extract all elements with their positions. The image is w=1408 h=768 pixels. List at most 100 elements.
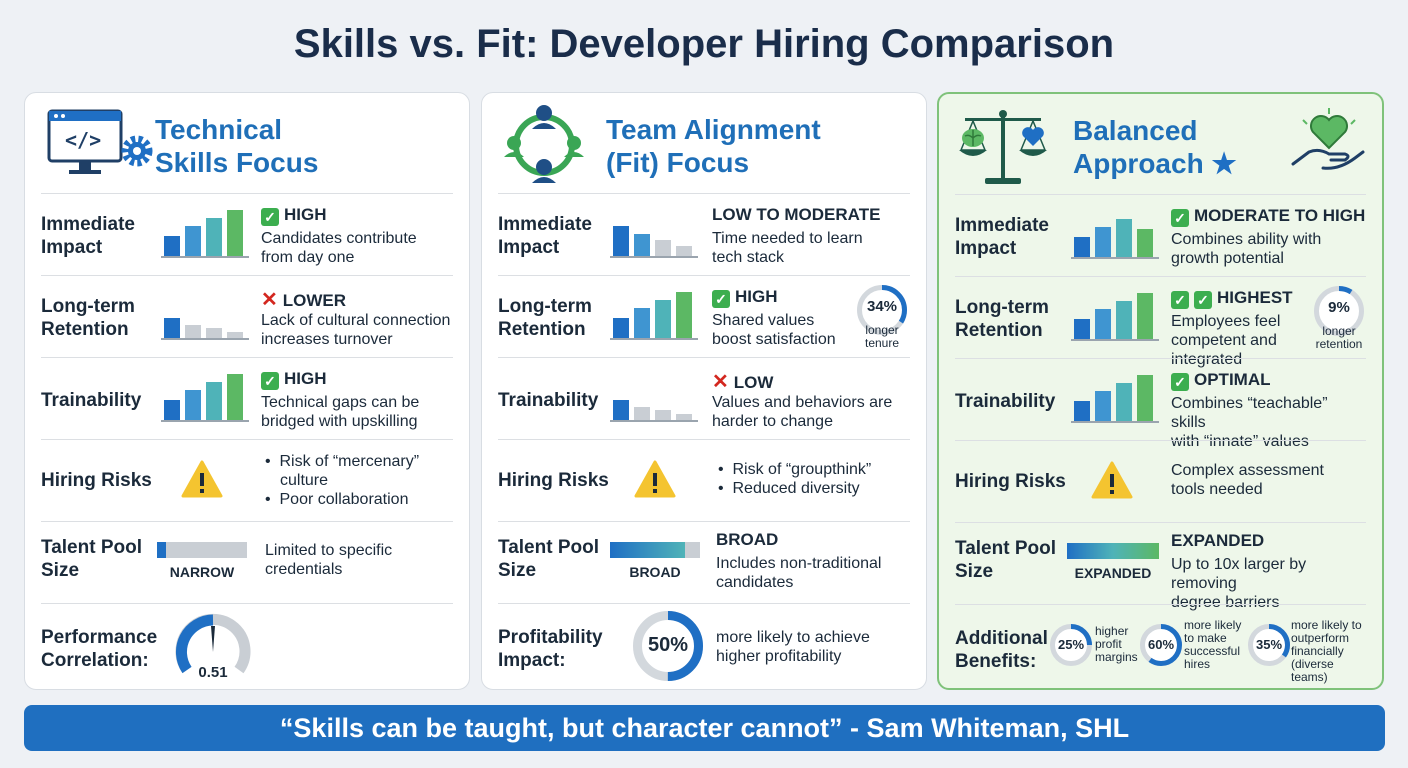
row-label: Trainability xyxy=(955,391,1056,412)
check-icon: ✓ xyxy=(1171,209,1189,227)
status-low-to-moderate: LOW TO MODERATE xyxy=(712,205,881,224)
row-long-term-retention: Long-term Retention ✕ LOWER Lack of cultur… xyxy=(41,275,453,357)
check-icon: ✓ xyxy=(712,290,730,308)
bar-chart-moderate-high xyxy=(1071,209,1159,259)
star-icon: ★ xyxy=(1211,148,1237,179)
scale-brain-heart-icon xyxy=(959,110,1047,184)
row-description: Technical gaps can be bridged with upskil… xyxy=(261,394,420,430)
ring-fill xyxy=(857,285,907,335)
row-profitability-impact: Profitability Impact: 50% more likely to … xyxy=(498,603,910,689)
row-label: Hiring Risks xyxy=(498,470,609,491)
row-label: Long-term Retention xyxy=(41,296,135,340)
status-high: ✓ HIGH xyxy=(712,287,778,308)
row-label: Immediate Impact xyxy=(498,214,592,258)
cross-icon: ✕ xyxy=(712,371,729,393)
benefit-ring-profit xyxy=(1050,624,1092,666)
row-description: Combines “teachable” skills with “innate”… xyxy=(1171,395,1328,450)
status-expanded: EXPANDED xyxy=(1171,531,1265,550)
row-talent-pool-size: Talent Pool Size BROAD BROAD Includes non… xyxy=(498,521,910,603)
row-description: Combines ability with growth potential xyxy=(1171,231,1322,267)
row-long-term-retention: Long-term Retention ✓ HIGH Shared values bo… xyxy=(498,275,910,357)
row-description: Up to 10x larger by removing degree barri… xyxy=(1171,556,1307,611)
bar-chart-highest xyxy=(1071,291,1159,341)
status-high: ✓ HIGH xyxy=(261,369,327,390)
ring-fill xyxy=(1140,624,1182,666)
row-label: Trainability xyxy=(498,390,599,411)
row-label: Additional Benefits: xyxy=(955,628,1048,672)
page-title: Skills vs. Fit: Developer Hiring Compari… xyxy=(293,22,1115,66)
check-icon: ✓ xyxy=(261,208,279,226)
row-description: Includes non-traditional candidates xyxy=(716,555,882,591)
row-description: Lack of cultural connection increases tur… xyxy=(261,312,451,348)
row-hiring-risks: Hiring Risks • Risk of “groupthink” • Re… xyxy=(498,439,910,521)
row-label: Talent Pool Size xyxy=(41,537,142,581)
benefit-value: 60% xyxy=(1147,637,1175,652)
row-description: Candidates contribute from day one xyxy=(261,230,417,266)
status-low: ✕ LOW xyxy=(712,371,774,393)
check-icon: ✓ xyxy=(1171,291,1189,309)
row-label: Trainability xyxy=(41,390,142,411)
monitor-code-gear-icon: </> xyxy=(47,109,153,174)
row-description: Limited to specific credentials xyxy=(265,542,393,578)
row-trainability: Trainability ✕ LOW Values and behaviors a… xyxy=(498,357,910,439)
benefit-value: 35% xyxy=(1255,637,1283,652)
status-broad: BROAD xyxy=(716,530,779,549)
talent-pool-bar xyxy=(610,542,700,558)
row-hiring-risks: Hiring Risks Complex assessment tools nee… xyxy=(955,440,1366,522)
retention-value: 9% xyxy=(1328,299,1350,316)
ring-fill xyxy=(633,611,703,681)
row-additional-benefits: Additional Benefits: 25% higher profit marg… xyxy=(955,604,1366,690)
row-label: Immediate Impact xyxy=(955,215,1049,259)
row-label: Profitability Impact: xyxy=(498,627,603,671)
row-label: Long-term Retention xyxy=(498,296,592,340)
check-icon: ✓ xyxy=(261,372,279,390)
row-description: Shared values boost satisfaction xyxy=(712,312,836,348)
cross-icon: ✕ xyxy=(261,289,278,311)
row-trainability: Trainability ✓ OPTIMAL Combines “teachabl… xyxy=(955,358,1366,450)
row-description: more likely to achieve higher profitabili… xyxy=(716,629,870,665)
profitability-value: 50% xyxy=(647,634,689,656)
ring-fill xyxy=(1248,624,1290,666)
talent-pool-bar-label: EXPANDED xyxy=(1074,565,1152,581)
row-long-term-retention: Long-term Retention ✓ ✓ HIGHEST Employees f… xyxy=(955,276,1366,368)
benefit-value: 25% xyxy=(1057,637,1085,652)
status-moderate-to-high: ✓ MODERATE TO HIGH xyxy=(1171,206,1365,227)
row-label: Talent Pool Size xyxy=(498,537,599,581)
status-highest: ✓ ✓ HIGHEST xyxy=(1171,288,1293,309)
panel-technical-skills: </> Technical Skills Focus Immediate Impac… xyxy=(24,92,470,690)
row-immediate-impact: Immediate Impact ✓ HIGH Candidates contrib… xyxy=(41,193,453,275)
profitability-ring xyxy=(633,611,703,681)
talent-pool-bar xyxy=(1067,543,1159,559)
panel-balanced-approach: Balanced Approach ★ Immediate Impact ✓ MODE… xyxy=(937,92,1384,690)
team-network-icon xyxy=(504,105,584,183)
bar-chart-high xyxy=(161,208,249,258)
status-optimal: ✓ OPTIMAL xyxy=(1171,370,1271,391)
row-description: Values and behaviors are harder to change xyxy=(712,394,893,430)
talent-pool-bar xyxy=(157,542,247,558)
panel-title: Team Alignment (Fit) Focus xyxy=(606,114,821,178)
status-high: ✓ HIGH xyxy=(261,205,327,226)
row-immediate-impact: Immediate Impact ✓ MODERATE TO HIGH Combin… xyxy=(955,194,1366,276)
warning-icon xyxy=(634,460,676,498)
row-label: Performance Correlation: xyxy=(41,627,158,671)
bar-chart-low xyxy=(610,372,698,422)
check-icon: ✓ xyxy=(1194,291,1212,309)
check-icon: ✓ xyxy=(1171,373,1189,391)
panel-team-alignment: Team Alignment (Fit) Focus Immediate Impac… xyxy=(481,92,927,690)
row-description: Complex assessment tools needed xyxy=(1171,462,1324,498)
row-label: Long-term Retention xyxy=(955,297,1049,341)
row-description: Employees feel competent and integrated xyxy=(1171,313,1281,368)
correlation-gauge xyxy=(175,613,251,674)
retention-caption: longer retention xyxy=(1315,324,1363,351)
bar-chart-high xyxy=(610,290,698,340)
row-description: Time needed to learn tech stack xyxy=(712,230,863,266)
row-performance-correlation: Performance Correlation: 0.51 xyxy=(41,603,453,689)
row-talent-pool-size: Talent Pool Size NARROW Limited to specif… xyxy=(41,521,453,603)
row-label: Hiring Risks xyxy=(955,471,1066,492)
ring-fill xyxy=(1314,286,1364,336)
tenure-caption: longer tenure xyxy=(864,323,900,350)
warning-icon xyxy=(1091,461,1133,499)
tenure-ring xyxy=(857,285,907,335)
benefit-ring-hires xyxy=(1140,624,1182,666)
row-label: Immediate Impact xyxy=(41,214,135,258)
